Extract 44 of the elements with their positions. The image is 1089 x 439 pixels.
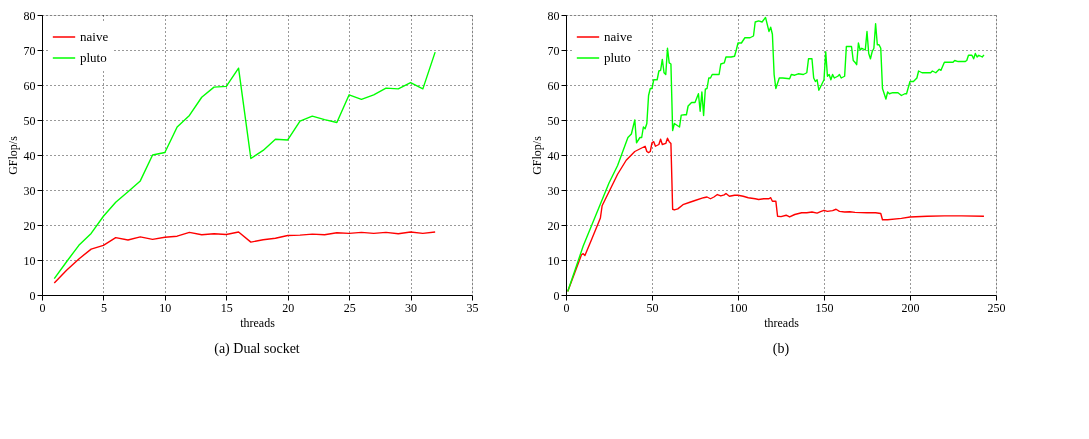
text: (a) Dual socket <box>214 341 300 357</box>
y-tick-label: 80 <box>23 8 36 23</box>
x-tick-label: 150 <box>815 300 834 315</box>
x-tick-label: 35 <box>466 300 479 315</box>
y-tick-label: 40 <box>23 148 36 163</box>
text: (b) <box>772 341 790 357</box>
x-tick-label: 30 <box>405 300 418 315</box>
x-tick-label: 200 <box>901 300 920 315</box>
y-tick-label: 80 <box>547 8 560 23</box>
line-series <box>53 51 436 280</box>
legend-label: pluto <box>604 50 631 65</box>
legend-label: naive <box>604 29 633 44</box>
x-tick-label: 0 <box>39 300 46 315</box>
x-tick-label: 20 <box>282 300 295 315</box>
x-tick-label: 5 <box>100 300 107 315</box>
y-axis-title: GFlop/s <box>5 135 20 175</box>
y-tick-label: 20 <box>23 218 36 233</box>
y-tick-label: 60 <box>547 78 560 93</box>
y-tick-label: 10 <box>547 253 560 268</box>
legend-label: naive <box>80 29 109 44</box>
y-axis-title: GFlop/s <box>529 135 544 175</box>
legend-label: pluto <box>80 50 107 65</box>
x-axis-title: threads <box>240 315 276 330</box>
y-tick-label: 70 <box>547 43 560 58</box>
y-tick-label: 40 <box>547 148 560 163</box>
y-tick-label: 10 <box>23 253 36 268</box>
y-tick-label: 30 <box>547 183 560 198</box>
x-tick-label: 15 <box>220 300 233 315</box>
x-axis-title: threads <box>764 315 800 330</box>
y-tick-label: 50 <box>547 113 560 128</box>
y-tick-label: 60 <box>23 78 36 93</box>
y-tick-label: 20 <box>547 218 560 233</box>
x-tick-label: 50 <box>646 300 659 315</box>
y-tick-label: 50 <box>23 113 36 128</box>
y-tick-label: 0 <box>29 288 36 303</box>
y-tick-label: 30 <box>23 183 36 198</box>
x-tick-label: 0 <box>563 300 570 315</box>
x-tick-label: 25 <box>343 300 356 315</box>
x-tick-label: 250 <box>987 300 1006 315</box>
line-series <box>53 231 436 284</box>
x-tick-label: 100 <box>729 300 748 315</box>
x-tick-label: 10 <box>159 300 172 315</box>
y-tick-label: 70 <box>23 43 36 58</box>
y-tick-label: 0 <box>553 288 560 303</box>
